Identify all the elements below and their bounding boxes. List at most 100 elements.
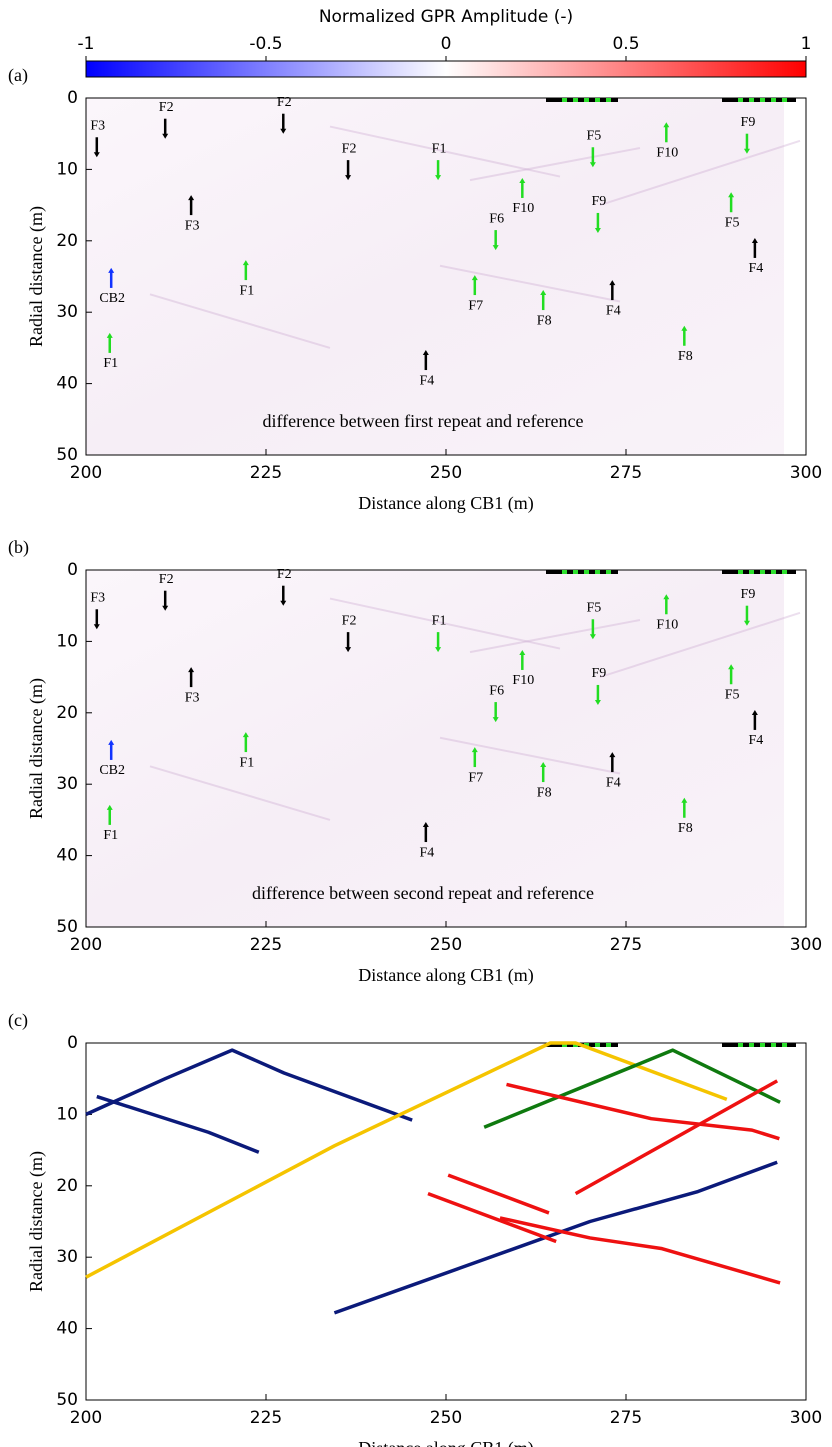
borehole-marker <box>771 1043 776 1047</box>
annotation-arrowhead <box>106 804 113 810</box>
heatmap-streak <box>439 736 621 775</box>
annotation-arrowhead <box>188 667 195 673</box>
annotation-label: F2 <box>277 95 292 110</box>
annotation-arrowhead <box>108 739 115 745</box>
annotation-label: F4 <box>748 261 763 276</box>
y-tick-label: 20 <box>56 1176 78 1196</box>
colorbar-tick-label: -1 <box>78 34 95 54</box>
fracture-line <box>85 1041 728 1279</box>
x-tick-label: 200 <box>70 1408 102 1428</box>
x-tick-label: 275 <box>610 935 642 955</box>
borehole-marker <box>782 1043 787 1047</box>
y-tick-label: 40 <box>56 374 78 394</box>
annotation-label: F8 <box>537 785 552 800</box>
annotation-label: F8 <box>537 313 552 328</box>
x-tick-label: 300 <box>790 1408 822 1428</box>
borehole-marker <box>562 98 567 102</box>
annotation-label: F1 <box>432 613 447 628</box>
borehole-bar <box>546 570 618 574</box>
annotation-arrowhead <box>345 647 352 653</box>
annotation-label: F1 <box>239 283 254 298</box>
annotation-label: F10 <box>512 673 534 688</box>
y-tick-label: 10 <box>56 631 78 651</box>
annotation-label: F8 <box>678 821 693 836</box>
borehole-marker <box>584 1043 589 1047</box>
colorbar-tick-label: -0.5 <box>249 34 282 54</box>
annotation-label: F6 <box>489 211 504 226</box>
annotation-label: F3 <box>185 218 200 233</box>
annotation-arrowhead <box>663 122 670 128</box>
x-tick-label: 275 <box>610 463 642 483</box>
annotation-label: F2 <box>342 141 357 156</box>
y-tick-label: 50 <box>56 445 78 465</box>
borehole-marker <box>771 98 776 102</box>
annotation-label: F5 <box>586 600 601 615</box>
annotation-arrowhead <box>492 717 499 723</box>
annotation-label: F4 <box>419 373 434 388</box>
annotation-label: F4 <box>748 733 763 748</box>
annotation-arrowhead <box>422 350 429 356</box>
borehole-marker <box>584 98 589 102</box>
annotation-label: F1 <box>432 141 447 156</box>
annotation-arrowhead <box>743 620 750 626</box>
annotation-label: F4 <box>606 775 621 790</box>
heatmap-streak <box>439 264 621 303</box>
annotation-arrowhead <box>728 664 735 670</box>
y-tick-label: 0 <box>67 88 78 108</box>
borehole-bar <box>722 98 796 102</box>
annotation-arrowhead <box>594 699 601 705</box>
annotation-label: F9 <box>592 194 607 209</box>
heatmap-streak <box>469 146 641 182</box>
annotation-arrowhead <box>751 237 758 243</box>
y-tick-label: 40 <box>56 1319 78 1339</box>
fracture-line <box>427 1192 557 1244</box>
annotation-arrowhead <box>681 325 688 331</box>
borehole-marker <box>760 98 765 102</box>
x-tick-label: 300 <box>790 935 822 955</box>
borehole-marker <box>562 570 567 574</box>
borehole-marker <box>771 570 776 574</box>
annotation-label: F9 <box>741 587 756 602</box>
annotation-arrowhead <box>609 752 616 758</box>
fracture-line <box>333 1160 778 1315</box>
annotation-arrowhead <box>471 747 478 753</box>
annotation-arrowhead <box>589 634 596 640</box>
fracture-line <box>483 1048 781 1129</box>
annotation-arrowhead <box>162 133 169 139</box>
fracture-line <box>574 1079 779 1196</box>
borehole-marker <box>606 570 611 574</box>
annotation-label: F9 <box>741 115 756 130</box>
annotation-label: F10 <box>656 145 678 160</box>
heatmap-streak <box>329 597 561 650</box>
y-tick-label: 50 <box>56 917 78 937</box>
y-axis-label: Radial distance (m) <box>26 206 47 347</box>
y-tick-label: 50 <box>56 1390 78 1410</box>
annotation-arrowhead <box>743 148 750 154</box>
borehole-marker <box>738 1043 743 1047</box>
annotation-label: F1 <box>103 828 118 843</box>
annotation-label: F4 <box>606 303 621 318</box>
colorbar <box>85 60 807 78</box>
annotation-arrowhead <box>609 280 616 286</box>
annotation-arrowhead <box>540 290 547 296</box>
annotation-arrowhead <box>540 762 547 768</box>
annotation-label: F4 <box>419 845 434 860</box>
x-tick-label: 300 <box>790 463 822 483</box>
annotation-arrowhead <box>594 227 601 233</box>
annotation-label: F2 <box>277 567 292 582</box>
annotation-arrowhead <box>108 267 115 273</box>
borehole-marker <box>584 570 589 574</box>
panel-label: (b) <box>8 537 29 558</box>
annotation-label: F2 <box>159 572 174 587</box>
annotation-label: CB2 <box>99 291 125 306</box>
annotation-arrowhead <box>242 260 249 266</box>
x-tick-label: 250 <box>430 463 462 483</box>
annotation-arrowhead <box>663 594 670 600</box>
borehole-marker <box>760 570 765 574</box>
annotation-arrowhead <box>435 647 442 653</box>
colorbar-tick-label: 0.5 <box>612 34 639 54</box>
borehole-marker <box>738 98 743 102</box>
annotation-label: F1 <box>239 755 254 770</box>
fracture-line <box>506 1082 780 1141</box>
